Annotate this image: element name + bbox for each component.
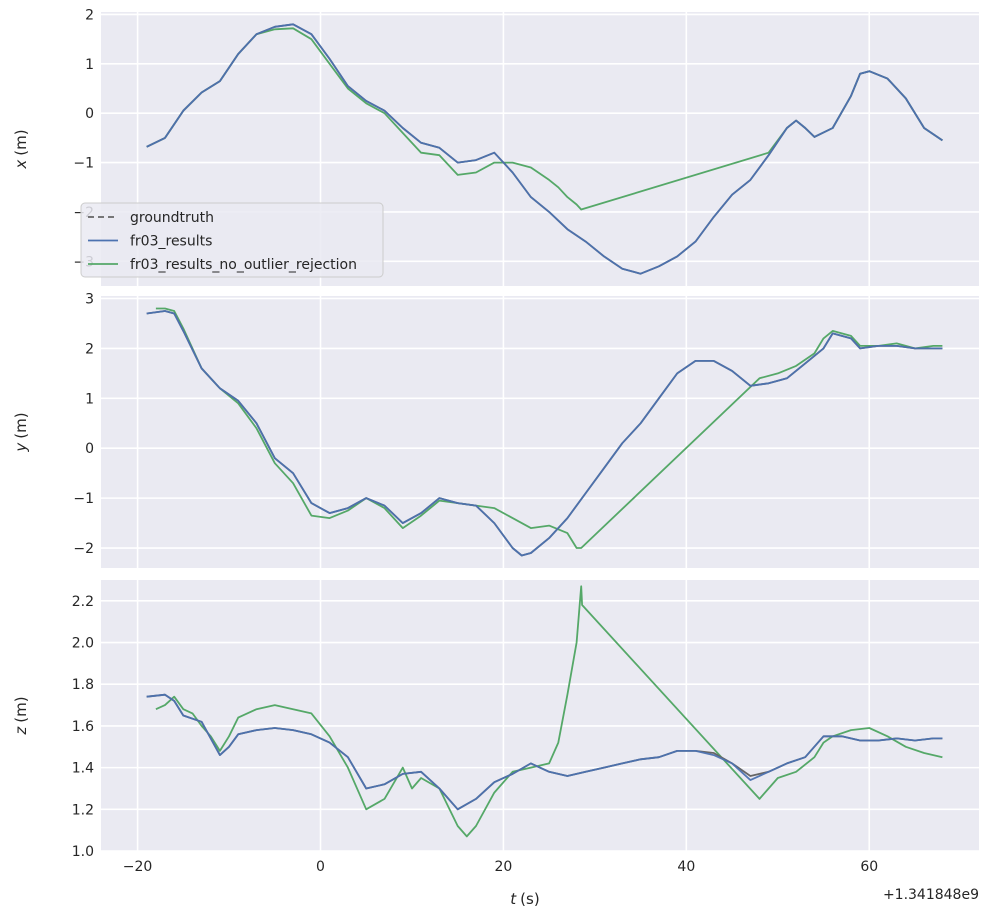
y-axis-unit: (m) bbox=[12, 412, 30, 438]
panel-z: 1.0 1.2 1.4 1.6 1.8 2.0 2.2 z (m) bbox=[12, 580, 979, 860]
x-axis-unit: (s) bbox=[520, 890, 540, 908]
legend-entry-label: fr03_results_no_outlier_rejection bbox=[130, 257, 357, 273]
series-line-fr03_results_no_outlier_rejection bbox=[155, 307, 943, 549]
y-tick-label: 2.2 bbox=[72, 594, 94, 610]
x-tick-label: 60 bbox=[860, 859, 878, 875]
y-axis-unit: (m) bbox=[12, 129, 30, 155]
y-axis-unit: (m) bbox=[12, 696, 30, 722]
y-axis-var: z bbox=[12, 726, 30, 736]
y-tick-label: 1.0 bbox=[72, 844, 94, 860]
y-tick-label: 2.0 bbox=[72, 636, 94, 652]
y-axis-var: x bbox=[12, 160, 30, 170]
y-tick-label: 1.6 bbox=[72, 719, 94, 735]
x-tick-label: −20 bbox=[123, 859, 153, 875]
y-axis-label-z: z (m) bbox=[12, 696, 30, 735]
series-line-fr03_results bbox=[146, 693, 943, 811]
y-tick-label: 0 bbox=[85, 106, 94, 122]
y-axis-var: y bbox=[12, 442, 30, 453]
y-axis-label-y: y (m) bbox=[12, 412, 30, 452]
legend-box bbox=[80, 202, 384, 278]
legend: groundtruth fr03_results fr03_results_no_o… bbox=[80, 202, 384, 278]
y-axis-label-x: x (m) bbox=[12, 129, 30, 169]
y-tick-label: −1 bbox=[73, 156, 94, 172]
y-tick-label: 1 bbox=[85, 57, 94, 73]
plot-area-z bbox=[101, 580, 979, 851]
x-tick-label: 0 bbox=[316, 859, 325, 875]
panels-layer: −3−2−1012x(m)−2−10123y(m)1.01.21.41.61.8… bbox=[12, 7, 979, 860]
y-tick-label: 3 bbox=[85, 291, 94, 307]
y-tick-label: 2 bbox=[85, 341, 94, 357]
series-line-fr03_results bbox=[146, 23, 943, 275]
y-tick-label: 2 bbox=[85, 7, 94, 23]
legend-entry-label: groundtruth bbox=[130, 210, 214, 226]
y-tick-label: 1.8 bbox=[72, 677, 94, 693]
x-axis-var: t bbox=[510, 890, 517, 908]
series-line-fr03_results_no_outlier_rejection bbox=[155, 585, 943, 838]
x-tick-label: 40 bbox=[677, 859, 695, 875]
plot-area-y bbox=[101, 296, 979, 568]
series-group bbox=[146, 307, 943, 557]
y-tick-label: −1 bbox=[73, 491, 94, 507]
y-tick-label: 0 bbox=[85, 441, 94, 457]
y-tick-label: 1.2 bbox=[72, 802, 94, 818]
panel-y: −2 −1 0 1 2 3 y (m) bbox=[12, 291, 979, 568]
y-tick-label: 1.4 bbox=[72, 761, 94, 777]
x-offset-label: +1.341848e9 bbox=[883, 887, 979, 903]
series-group bbox=[146, 585, 943, 838]
y-tick-label: 1 bbox=[85, 391, 94, 407]
legend-entry-label: fr03_results bbox=[130, 234, 212, 250]
y-tick-label: −2 bbox=[73, 541, 94, 557]
series-group bbox=[146, 23, 943, 275]
x-axis-label: t (s) bbox=[510, 890, 539, 908]
series-line-fr03_results bbox=[146, 310, 943, 557]
x-tick-label: 20 bbox=[495, 859, 513, 875]
